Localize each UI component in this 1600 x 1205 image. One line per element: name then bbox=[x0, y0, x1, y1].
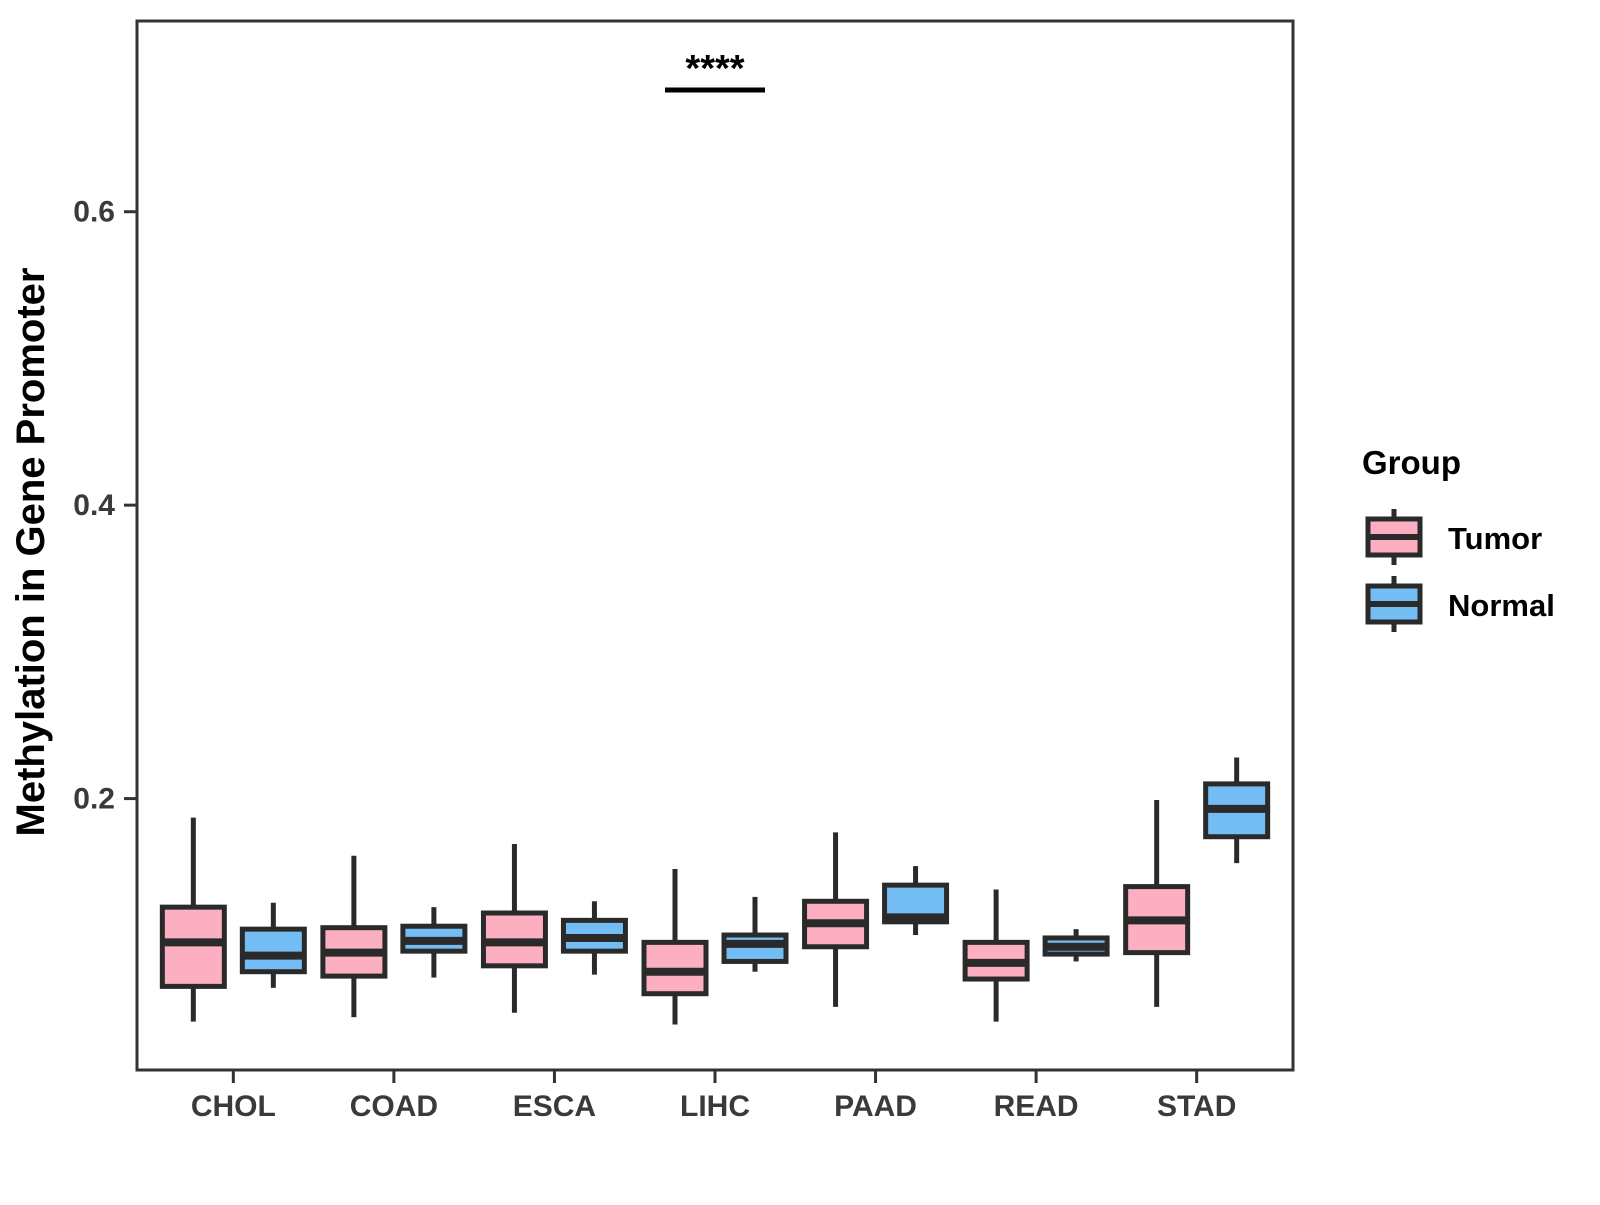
x-tick-label-ESCA: ESCA bbox=[513, 1090, 596, 1123]
y-tick-label-0.2: 0.2 bbox=[73, 783, 115, 816]
x-tick-label-LIHC: LIHC bbox=[680, 1090, 750, 1123]
plot-panel bbox=[135, 19, 1295, 1072]
y-axis-title: Methylation in Gene Promoter bbox=[9, 268, 53, 837]
plot-generated-layer: 0.2 0.4 0.6 CHOL COAD ESCA LIHC PAAD READ STAD bbox=[73, 19, 1295, 1123]
x-tick-label-STAD: STAD bbox=[1157, 1090, 1236, 1123]
legend-key-normal bbox=[1365, 576, 1423, 632]
legend-title: Group bbox=[1362, 444, 1461, 481]
legend-label-normal: Normal bbox=[1448, 588, 1555, 623]
x-tick-label-READ: READ bbox=[994, 1090, 1079, 1123]
legend-key-tumor bbox=[1365, 509, 1423, 565]
box-LIHC-Normal bbox=[721, 932, 789, 964]
box-CHOL-Tumor bbox=[159, 904, 227, 989]
x-tick-label-CHOL: CHOL bbox=[191, 1090, 276, 1123]
y-tick-label-0.4: 0.4 bbox=[73, 489, 115, 522]
legend-label-tumor: Tumor bbox=[1448, 521, 1542, 556]
significance-stars: **** bbox=[685, 48, 744, 90]
x-tick-label-COAD: COAD bbox=[350, 1090, 438, 1123]
legend-keys bbox=[1365, 509, 1423, 632]
box-CHOL-Normal bbox=[239, 926, 307, 975]
y-tick-label-0.6: 0.6 bbox=[73, 196, 115, 229]
x-tick-label-PAAD: PAAD bbox=[834, 1090, 917, 1123]
